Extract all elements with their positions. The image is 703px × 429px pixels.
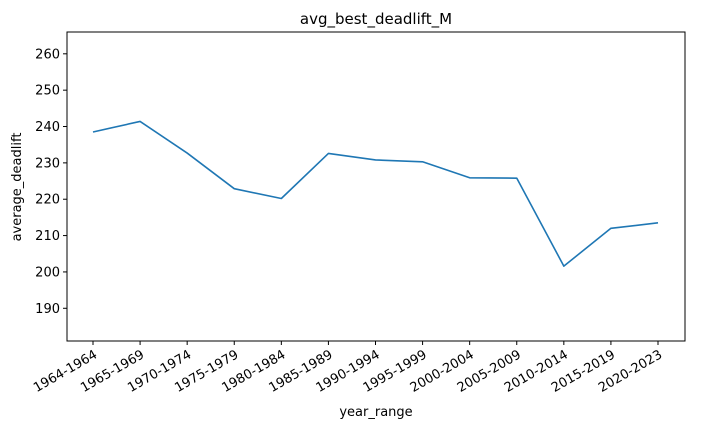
y-tick-label: 190	[35, 302, 60, 317]
chart-title: avg_best_deadlift_M	[300, 10, 452, 29]
plot-area	[66, 31, 686, 342]
y-tick-label: 220	[35, 193, 60, 208]
x-axis: 1964-19641965-19691970-19741975-19791980…	[31, 341, 665, 396]
y-axis-label: average_deadlift	[10, 133, 25, 242]
y-tick-label: 200	[35, 265, 60, 280]
y-axis: 190 200 210 220 230 240 250 260	[35, 47, 67, 317]
series-line	[92, 120, 659, 267]
x-axis-label: year_range	[339, 405, 412, 420]
y-tick-label: 240	[35, 120, 60, 135]
y-tick-label: 250	[35, 84, 60, 99]
y-tick-label: 230	[35, 156, 60, 171]
y-tick-label: 260	[35, 47, 60, 62]
y-tick-label: 210	[35, 229, 60, 244]
